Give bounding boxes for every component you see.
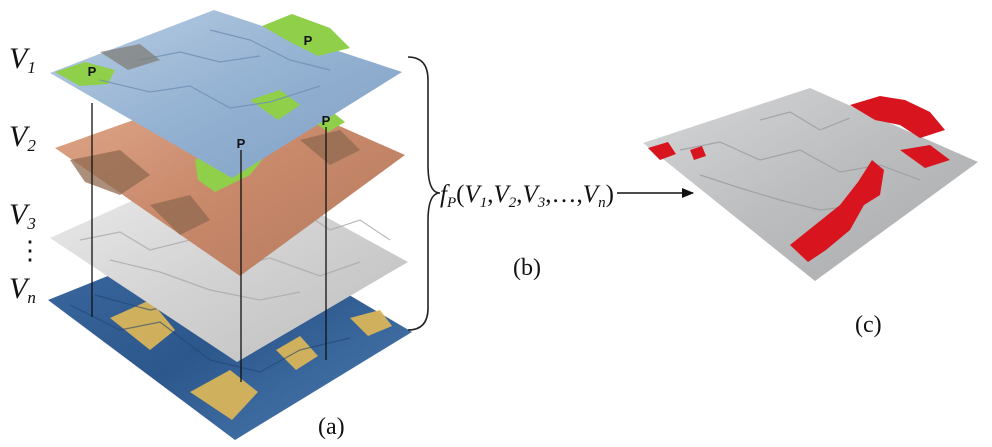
formula-arg-2: V bbox=[493, 181, 509, 208]
label-vn: Vn bbox=[9, 272, 36, 307]
label-vn-sub: n bbox=[27, 288, 36, 307]
formula-arg-2-sub: 2 bbox=[508, 195, 517, 211]
formula-arg-1: V bbox=[464, 181, 480, 208]
point-markers: P P P P bbox=[88, 33, 331, 151]
result-map bbox=[643, 88, 978, 281]
label-v3: V3 bbox=[9, 198, 36, 233]
panel-label-b: (b) bbox=[513, 255, 541, 281]
formula: fP(V1,V2,V3,…,Vn) bbox=[440, 181, 614, 211]
layer-v1-dark-patch bbox=[100, 44, 160, 70]
formula-arg-3: V bbox=[522, 181, 538, 208]
layer-brace bbox=[407, 56, 441, 331]
point-marker-4: P bbox=[322, 113, 331, 128]
layer-vn-patch bbox=[110, 300, 392, 420]
formula-close: ) bbox=[605, 181, 614, 208]
label-vn-letter: V bbox=[9, 272, 28, 305]
layer-v1-green-patch bbox=[55, 14, 350, 120]
formula-func: f bbox=[440, 181, 447, 208]
label-v2-letter: V bbox=[9, 120, 28, 153]
label-v3-sub: 3 bbox=[27, 214, 36, 233]
label-v1-letter: V bbox=[9, 42, 28, 75]
label-v1: V1 bbox=[9, 42, 36, 77]
panel-label-a: (a) bbox=[318, 414, 345, 440]
formula-arg-1-sub: 1 bbox=[479, 195, 488, 211]
label-v3-letter: V bbox=[9, 198, 28, 231]
layer-v1 bbox=[50, 10, 402, 178]
point-marker-1: P bbox=[304, 33, 313, 48]
layer-v1-relief bbox=[99, 29, 331, 109]
formula-arg-n: V bbox=[582, 181, 599, 208]
result-red-patch bbox=[648, 96, 950, 262]
label-v2: V2 bbox=[9, 120, 36, 155]
label-v1-sub: 1 bbox=[27, 58, 36, 77]
formula-arg-3-sub: 3 bbox=[537, 195, 546, 211]
result-relief bbox=[679, 111, 921, 211]
point-marker-2: P bbox=[88, 64, 97, 79]
result-surface bbox=[643, 88, 978, 281]
point-marker-3: P bbox=[237, 136, 246, 151]
formula-arg-n-sub: n bbox=[598, 195, 606, 211]
label-vdots: ⋮ bbox=[17, 236, 43, 265]
formula-arg-ellipsis: … bbox=[551, 181, 577, 208]
formula-open: ( bbox=[456, 181, 465, 208]
label-v2-sub: 2 bbox=[27, 136, 36, 155]
drop-lines bbox=[91, 103, 327, 382]
layer-v2-dark-patch bbox=[70, 130, 360, 235]
panel-label-c: (c) bbox=[855, 312, 882, 338]
formula-func-sub: P bbox=[446, 195, 457, 211]
